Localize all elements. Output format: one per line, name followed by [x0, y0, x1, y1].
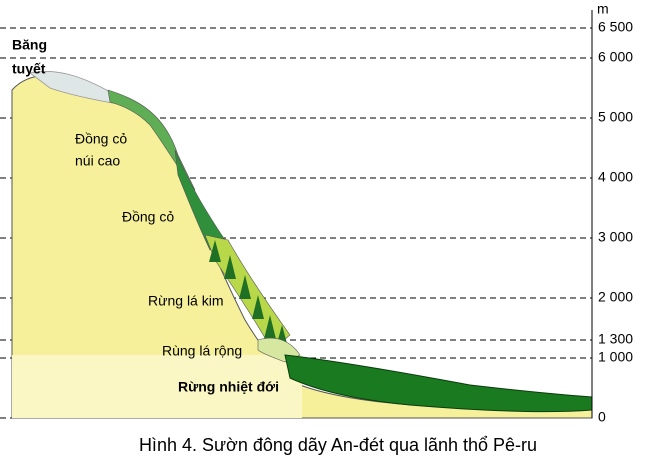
- ticks: 6 500 6 000 5 000 4 000 3 000 2 000 1 300 1 000…: [598, 19, 633, 425]
- zone-label: Rừng nhiệt đới: [178, 379, 279, 395]
- zone-label: Rừng lá kim: [148, 293, 224, 309]
- tick-label: 1 300: [598, 331, 633, 347]
- conifer-trees: [209, 240, 288, 347]
- zone-label: Đồng cỏ: [75, 131, 127, 147]
- tick-label: 2 000: [598, 289, 633, 305]
- tick-label: 5 000: [598, 109, 633, 125]
- zone-label: tuyết: [12, 61, 46, 77]
- unit: m: [597, 1, 609, 17]
- zone-label: Đồng cỏ: [122, 209, 174, 225]
- tick-label: 6 000: [598, 49, 633, 65]
- tick-label: 4 000: [598, 169, 633, 185]
- tick-label: 6 500: [598, 19, 633, 35]
- tick-label: 0: [598, 409, 606, 425]
- zone-label: Rùng lá rộng: [162, 343, 242, 359]
- tick-label: 3 000: [598, 229, 633, 245]
- tick-label: 1 000: [598, 349, 633, 365]
- zone-label: núi cao: [75, 153, 120, 169]
- caption: Hình 4. Sườn đông dãy An-đét qua lãnh th…: [139, 435, 537, 455]
- zone-label: Băng: [12, 37, 47, 53]
- lowland: [12, 355, 302, 418]
